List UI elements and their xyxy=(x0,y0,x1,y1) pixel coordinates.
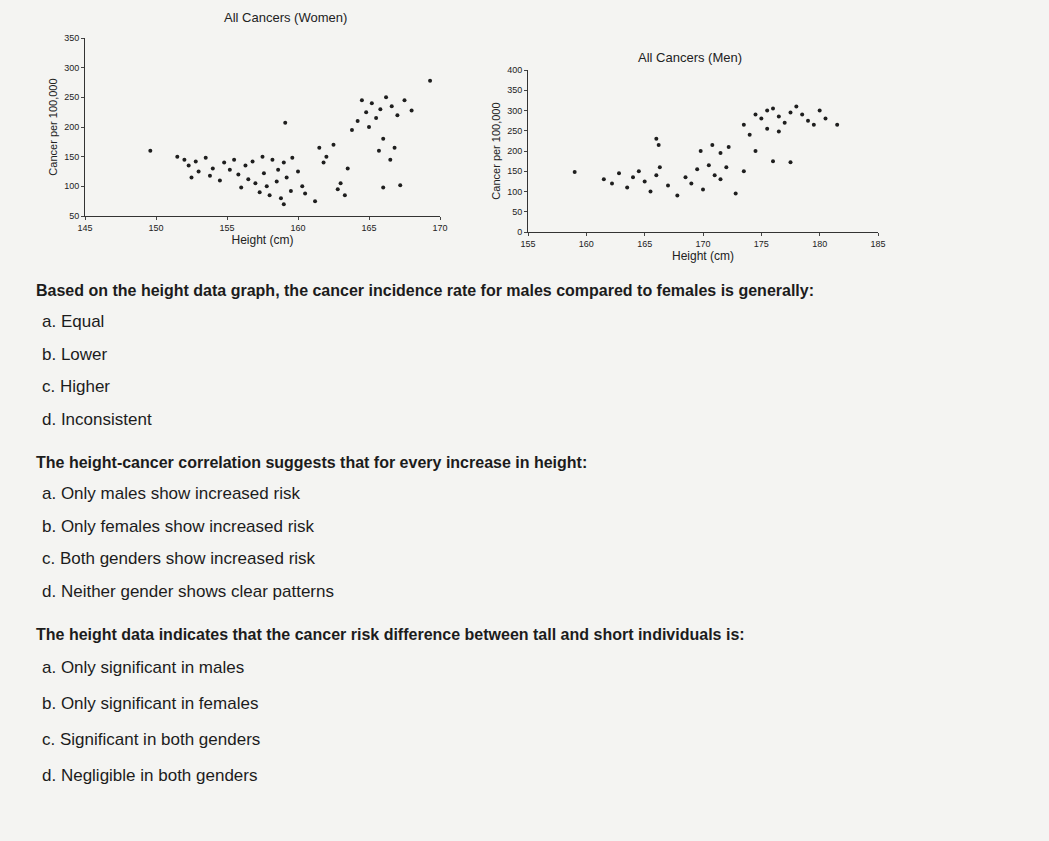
html-text:The height data indicates that: The height data indicates that the cance… xyxy=(36,626,745,643)
html-text:d. Inconsistent: d. Inconsistent xyxy=(42,409,152,429)
svg-text:170: 170 xyxy=(695,239,710,249)
svg-text:180: 180 xyxy=(812,239,827,249)
svg-text:All Cancers (Men): All Cancers (Men) xyxy=(638,50,742,65)
svg-text:Cancer per 100,000: Cancer per 100,000 xyxy=(47,78,59,175)
svg-text:300: 300 xyxy=(64,63,79,73)
svg-text:0: 0 xyxy=(517,227,522,237)
svg-text:150: 150 xyxy=(64,152,79,162)
svg-text:165: 165 xyxy=(637,239,652,249)
svg-text:350: 350 xyxy=(507,85,522,95)
svg-text:175: 175 xyxy=(754,239,769,249)
svg-text:Cancer per 100,000: Cancer per 100,000 xyxy=(490,102,502,199)
svg-text:Height (cm): Height (cm) xyxy=(672,249,734,263)
svg-text:100: 100 xyxy=(507,187,522,197)
svg-text:185: 185 xyxy=(870,239,885,249)
html-text:b. Only significant in females: b. Only significant in females xyxy=(42,694,259,713)
html-text:d. Neither gender shows clear: d. Neither gender shows clear patterns xyxy=(42,581,334,601)
html-text:Based on the height data graph: Based on the height data graph, the canc… xyxy=(36,282,814,299)
svg-text:100: 100 xyxy=(64,181,79,191)
html-text:The height-cancer correlation: The height-cancer correlation suggests t… xyxy=(36,454,588,471)
svg-text:155: 155 xyxy=(219,223,234,233)
svg-text:145: 145 xyxy=(77,223,92,233)
html-text:c. Significant in both genders: c. Significant in both genders xyxy=(42,730,261,749)
svg-text:250: 250 xyxy=(507,126,522,136)
svg-text:170: 170 xyxy=(432,223,447,233)
svg-text:165: 165 xyxy=(361,223,376,233)
svg-text:150: 150 xyxy=(148,223,163,233)
html-text:a. Only males show increased r: a. Only males show increased risk xyxy=(42,484,300,503)
svg-text:All Cancers (Women): All Cancers (Women) xyxy=(224,10,347,25)
svg-text:250: 250 xyxy=(64,92,79,102)
svg-text:200: 200 xyxy=(507,146,522,156)
svg-text:300: 300 xyxy=(507,106,522,116)
svg-text:Height (cm): Height (cm) xyxy=(231,233,293,247)
svg-text:350: 350 xyxy=(64,33,79,43)
svg-text:50: 50 xyxy=(69,211,79,221)
html-text:c. Both genders show increased: c. Both genders show increased risk xyxy=(42,549,316,568)
svg-text:155: 155 xyxy=(520,239,535,249)
html-text:c. Higher: c. Higher xyxy=(42,377,110,396)
html-text:d. Negligible in both genders: d. Negligible in both genders xyxy=(42,766,258,785)
svg-text:160: 160 xyxy=(579,239,594,249)
svg-text:200: 200 xyxy=(64,122,79,132)
html-text:a. Equal: a. Equal xyxy=(42,312,105,331)
svg-text:400: 400 xyxy=(507,65,522,75)
html-text:b. Only females show increased: b. Only females show increased risk xyxy=(42,516,315,536)
html-text:a. Only significant in males: a. Only significant in males xyxy=(42,658,245,677)
svg-text:150: 150 xyxy=(507,166,522,176)
svg-text:50: 50 xyxy=(512,207,522,217)
html-text:b. Lower: b. Lower xyxy=(42,344,108,364)
svg-text:160: 160 xyxy=(290,223,305,233)
